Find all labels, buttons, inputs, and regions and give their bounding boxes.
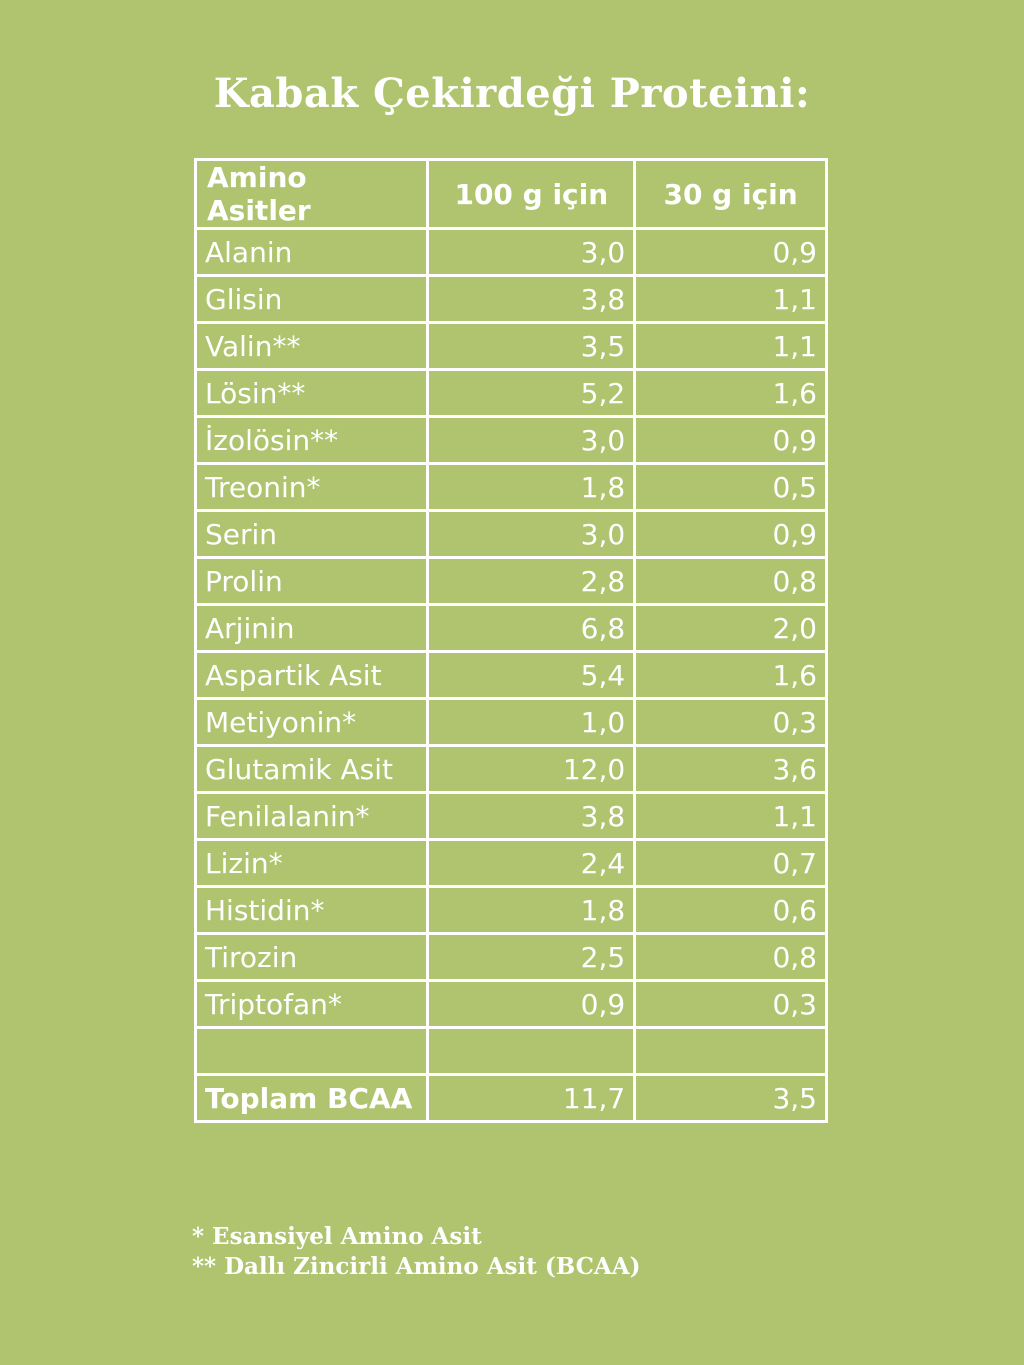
value-cell: 0,5 xyxy=(633,462,828,512)
table-row: Lösin** 5,2 1,6 xyxy=(193,368,828,418)
column-header: 30 g için xyxy=(633,158,828,230)
empty-cell xyxy=(426,1026,637,1076)
value-cell: 1,1 xyxy=(633,791,828,841)
value-cell: 0,9 xyxy=(426,979,637,1029)
total-row: Toplam BCAA 11,7 3,5 xyxy=(193,1073,828,1123)
empty-cell xyxy=(193,1026,430,1076)
value-cell: 0,7 xyxy=(633,838,828,888)
title: Kabak Çekirdeği Proteini: xyxy=(213,70,811,117)
name-cell: İzolösin** xyxy=(193,415,430,465)
name-cell: Valin** xyxy=(193,321,430,371)
table-row: Valin** 3,5 1,1 xyxy=(193,321,828,371)
value-cell: 0,3 xyxy=(633,697,828,747)
value-cell: 0,9 xyxy=(633,415,828,465)
name-cell: Lösin** xyxy=(193,368,430,418)
name-cell: Triptofan* xyxy=(193,979,430,1029)
value-cell: 3,0 xyxy=(426,227,637,277)
table-row: Histidin* 1,8 0,6 xyxy=(193,885,828,935)
value-cell: 0,9 xyxy=(633,227,828,277)
name-cell: Metiyonin* xyxy=(193,697,430,747)
spacer-row xyxy=(193,1026,828,1076)
value-cell: 3,6 xyxy=(633,744,828,794)
value-cell: 1,8 xyxy=(426,885,637,935)
table-row: Glisin 3,8 1,1 xyxy=(193,274,828,324)
table-row: Prolin 2,8 0,8 xyxy=(193,556,828,606)
table-row: Aspartik Asit 5,4 1,6 xyxy=(193,650,828,700)
name-cell: Prolin xyxy=(193,556,430,606)
value-cell: 2,5 xyxy=(426,932,637,982)
footnote: * Esansiyel Amino Asit xyxy=(192,1223,482,1250)
value-cell: 1,1 xyxy=(633,321,828,371)
value-cell: 1,6 xyxy=(633,368,828,418)
value-cell: 2,8 xyxy=(426,556,637,606)
total-label: Toplam BCAA xyxy=(193,1073,430,1123)
column-header: Amino Asitler xyxy=(193,158,430,230)
table-row: Serin 3,0 0,9 xyxy=(193,509,828,559)
header-row: Amino Asitler 100 g için 30 g için xyxy=(193,158,828,230)
value-cell: 5,2 xyxy=(426,368,637,418)
name-cell: Alanin xyxy=(193,227,430,277)
name-cell: Histidin* xyxy=(193,885,430,935)
total-value: 11,7 xyxy=(426,1073,637,1123)
footnotes: * Esansiyel Amino Asit ** Dallı Zincirli … xyxy=(192,1222,641,1282)
value-cell: 0,3 xyxy=(633,979,828,1029)
table-row: Triptofan* 0,9 0,3 xyxy=(193,979,828,1029)
name-cell: Tirozin xyxy=(193,932,430,982)
value-cell: 1,8 xyxy=(426,462,637,512)
table-row: Tirozin 2,5 0,8 xyxy=(193,932,828,982)
table-row: Lizin* 2,4 0,7 xyxy=(193,838,828,888)
value-cell: 6,8 xyxy=(426,603,637,653)
value-cell: 3,8 xyxy=(426,274,637,324)
table-body: Alanin 3,0 0,9 Glisin 3,8 1,1 Valin** 3,5 1,1 Lös… xyxy=(193,227,828,1123)
table-row: Glutamik Asit 12,0 3,6 xyxy=(193,744,828,794)
table-row: İzolösin** 3,0 0,9 xyxy=(193,415,828,465)
total-value: 3,5 xyxy=(633,1073,828,1123)
table-row: Fenilalanin* 3,8 1,1 xyxy=(193,791,828,841)
value-cell: 5,4 xyxy=(426,650,637,700)
name-cell: Fenilalanin* xyxy=(193,791,430,841)
value-cell: 0,6 xyxy=(633,885,828,935)
value-cell: 3,8 xyxy=(426,791,637,841)
value-cell: 2,4 xyxy=(426,838,637,888)
value-cell: 3,0 xyxy=(426,415,637,465)
name-cell: Treonin* xyxy=(193,462,430,512)
value-cell: 0,8 xyxy=(633,932,828,982)
value-cell: 0,9 xyxy=(633,509,828,559)
table-row: Arjinin 6,8 2,0 xyxy=(193,603,828,653)
table-row: Alanin 3,0 0,9 xyxy=(193,227,828,277)
column-header: 100 g için xyxy=(426,158,637,230)
footnote: ** Dallı Zincirli Amino Asit (BCAA) xyxy=(192,1253,641,1280)
name-cell: Lizin* xyxy=(193,838,430,888)
name-cell: Glutamik Asit xyxy=(193,744,430,794)
value-cell: 0,8 xyxy=(633,556,828,606)
value-cell: 1,0 xyxy=(426,697,637,747)
amino-table: Amino Asitler 100 g için 30 g için Alanin 3… xyxy=(193,158,828,1123)
name-cell: Arjinin xyxy=(193,603,430,653)
value-cell: 12,0 xyxy=(426,744,637,794)
value-cell: 1,1 xyxy=(633,274,828,324)
name-cell: Aspartik Asit xyxy=(193,650,430,700)
value-cell: 1,6 xyxy=(633,650,828,700)
name-cell: Serin xyxy=(193,509,430,559)
table-row: Metiyonin* 1,0 0,3 xyxy=(193,697,828,747)
value-cell: 3,5 xyxy=(426,321,637,371)
empty-cell xyxy=(633,1026,828,1076)
table-row: Treonin* 1,8 0,5 xyxy=(193,462,828,512)
value-cell: 2,0 xyxy=(633,603,828,653)
name-cell: Glisin xyxy=(193,274,430,324)
value-cell: 3,0 xyxy=(426,509,637,559)
